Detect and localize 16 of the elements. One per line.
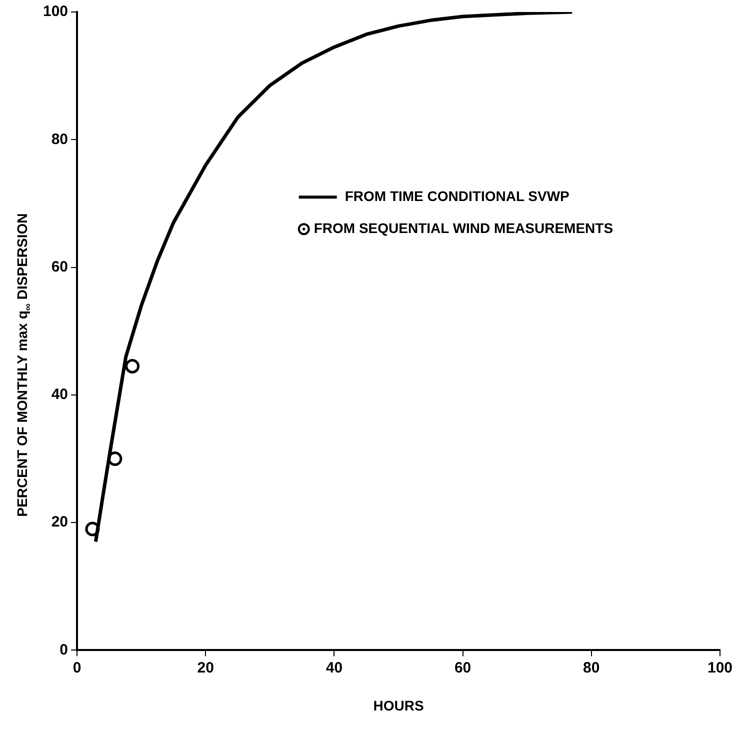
y-tick-label: 0 — [60, 641, 68, 658]
x-tick-label: 0 — [72, 659, 82, 676]
y-tick-label: 80 — [51, 130, 68, 148]
y-tick-label: 100 — [42, 3, 68, 20]
x-tick-label: 20 — [197, 659, 214, 676]
y-tick-label: 20 — [51, 514, 68, 531]
x-tick-label: 60 — [454, 659, 472, 676]
x-tick-label: 80 — [583, 659, 600, 676]
legend-label: FROM TIME CONDITIONAL SVWP — [344, 188, 570, 204]
y-tick-label: 60 — [51, 258, 68, 276]
legend-label: FROM SEQUENTIAL WIND MEASUREMENTS — [314, 220, 614, 236]
x-axis-title: HOURS — [373, 697, 424, 714]
x-tick-label: 40 — [326, 659, 343, 676]
point — [125, 358, 140, 374]
x-tick-label: 100 — [707, 659, 733, 676]
y-tick-label: 40 — [51, 386, 68, 404]
